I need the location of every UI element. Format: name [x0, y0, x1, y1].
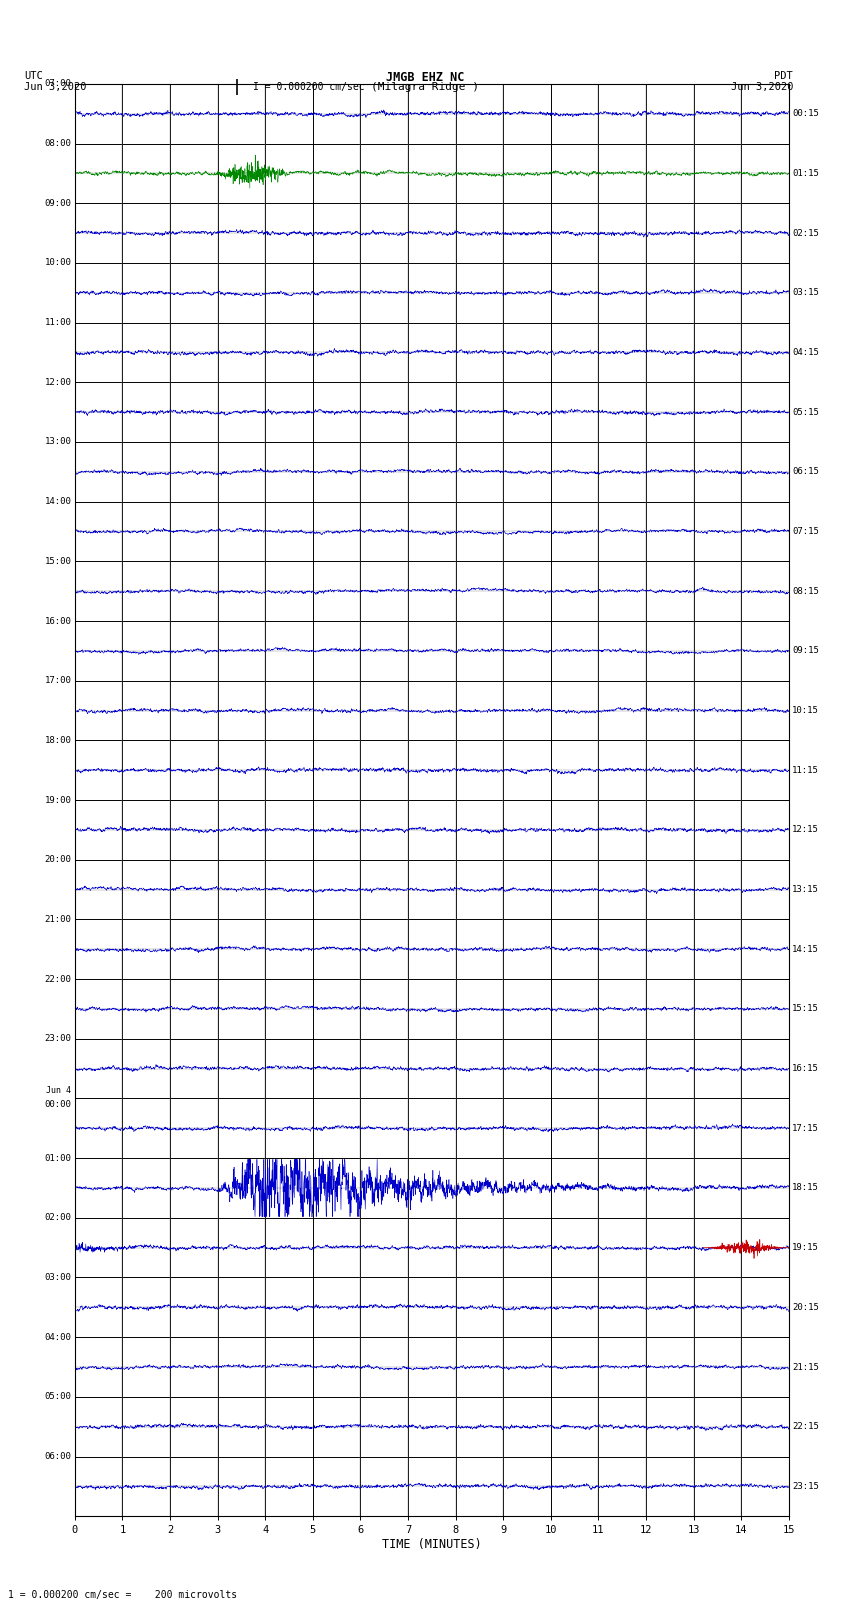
Text: 11:00: 11:00	[44, 318, 71, 327]
Text: 00:00: 00:00	[44, 1100, 71, 1110]
Text: 23:15: 23:15	[792, 1482, 819, 1490]
Text: 21:00: 21:00	[44, 915, 71, 924]
Text: 15:15: 15:15	[792, 1005, 819, 1013]
Text: 23:00: 23:00	[44, 1034, 71, 1044]
Text: 16:00: 16:00	[44, 616, 71, 626]
Text: (Milagra Ridge ): (Milagra Ridge )	[371, 82, 479, 92]
Text: 04:15: 04:15	[792, 348, 819, 356]
Text: 08:15: 08:15	[792, 587, 819, 595]
Text: 17:00: 17:00	[44, 676, 71, 686]
Text: 18:15: 18:15	[792, 1184, 819, 1192]
Text: 21:15: 21:15	[792, 1363, 819, 1371]
Text: 06:00: 06:00	[44, 1452, 71, 1461]
Text: 06:15: 06:15	[792, 468, 819, 476]
Text: 09:00: 09:00	[44, 198, 71, 208]
Text: 03:00: 03:00	[44, 1273, 71, 1282]
Text: 15:00: 15:00	[44, 556, 71, 566]
Text: 11:15: 11:15	[792, 766, 819, 774]
Text: Jun 3,2020: Jun 3,2020	[24, 82, 87, 92]
Text: 01:00: 01:00	[44, 1153, 71, 1163]
Text: 02:15: 02:15	[792, 229, 819, 237]
Text: 12:15: 12:15	[792, 826, 819, 834]
Text: 20:00: 20:00	[44, 855, 71, 865]
Text: 13:15: 13:15	[792, 886, 819, 894]
Text: 14:00: 14:00	[44, 497, 71, 506]
Text: 05:15: 05:15	[792, 408, 819, 416]
Text: JMGB EHZ NC: JMGB EHZ NC	[386, 71, 464, 84]
Text: 00:15: 00:15	[792, 110, 819, 118]
Text: 12:00: 12:00	[44, 377, 71, 387]
Text: 03:15: 03:15	[792, 289, 819, 297]
Text: UTC: UTC	[24, 71, 42, 81]
Text: 07:15: 07:15	[792, 527, 819, 536]
Text: 20:15: 20:15	[792, 1303, 819, 1311]
Text: 02:00: 02:00	[44, 1213, 71, 1223]
Text: 05:00: 05:00	[44, 1392, 71, 1402]
Text: 08:00: 08:00	[44, 139, 71, 148]
Text: 04:00: 04:00	[44, 1332, 71, 1342]
Text: 07:00: 07:00	[44, 79, 71, 89]
Text: 01:15: 01:15	[792, 169, 819, 177]
Text: Jun 4: Jun 4	[47, 1086, 71, 1095]
Text: 10:15: 10:15	[792, 706, 819, 715]
Text: 14:15: 14:15	[792, 945, 819, 953]
Text: 22:15: 22:15	[792, 1423, 819, 1431]
Text: 19:15: 19:15	[792, 1244, 819, 1252]
Text: 17:15: 17:15	[792, 1124, 819, 1132]
Text: 1 = 0.000200 cm/sec =    200 microvolts: 1 = 0.000200 cm/sec = 200 microvolts	[8, 1590, 238, 1600]
Text: 13:00: 13:00	[44, 437, 71, 447]
X-axis label: TIME (MINUTES): TIME (MINUTES)	[382, 1539, 482, 1552]
Text: Jun 3,2020: Jun 3,2020	[730, 82, 793, 92]
Text: 09:15: 09:15	[792, 647, 819, 655]
Text: I = 0.000200 cm/sec: I = 0.000200 cm/sec	[253, 82, 365, 92]
Text: PDT: PDT	[774, 71, 793, 81]
Text: 18:00: 18:00	[44, 736, 71, 745]
Text: 19:00: 19:00	[44, 795, 71, 805]
Text: 10:00: 10:00	[44, 258, 71, 268]
Text: 16:15: 16:15	[792, 1065, 819, 1073]
Text: 22:00: 22:00	[44, 974, 71, 984]
